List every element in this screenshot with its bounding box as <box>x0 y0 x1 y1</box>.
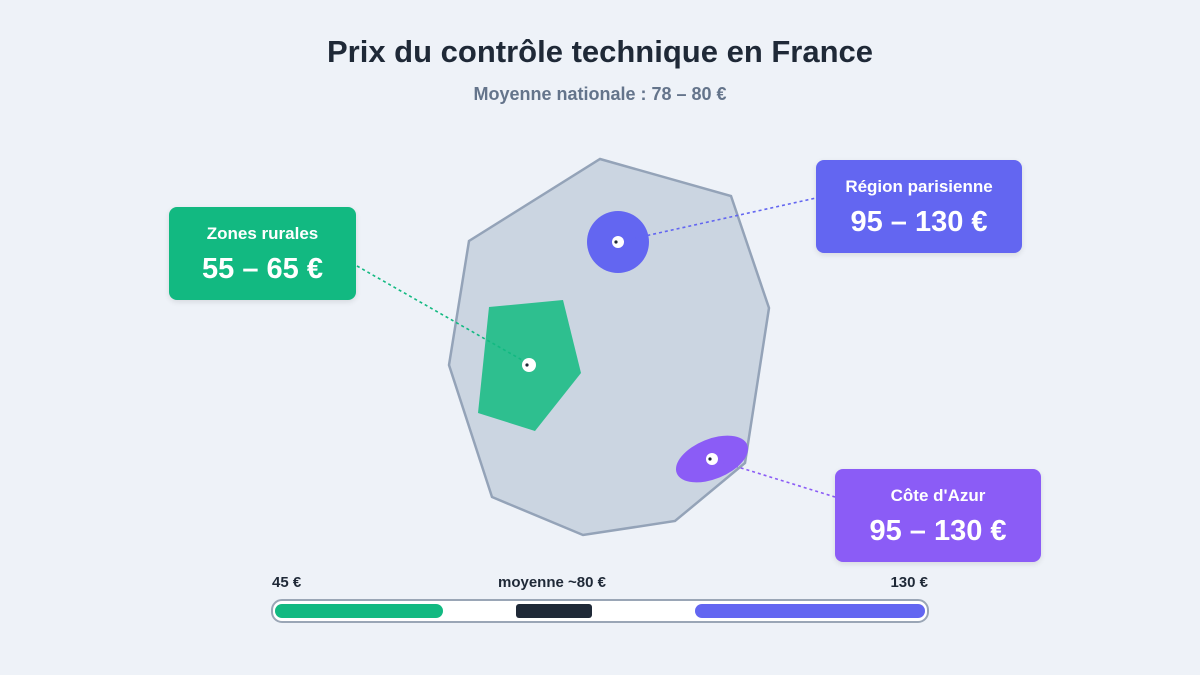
price-scale-bar <box>271 599 929 623</box>
scale-max-label: 130 € <box>890 574 928 591</box>
page-subtitle: Moyenne nationale : 78 – 80 € <box>473 84 727 104</box>
rural-marker <box>522 358 536 372</box>
rural-callout: Zones rurales 55 – 65 € <box>169 207 356 300</box>
page-title: Prix du contrôle technique en France <box>326 34 874 69</box>
scale-average-label: moyenne ~80 € <box>498 574 606 591</box>
azur-label: Côte d'Azur <box>890 486 986 505</box>
scale-low-segment <box>275 604 443 618</box>
paris-price-range: 95 – 130 € <box>850 206 988 238</box>
azur-callout: Côte d'Azur 95 – 130 € <box>835 469 1041 562</box>
rural-price-range: 55 – 65 € <box>202 253 323 285</box>
paris-callout: Région parisienne 95 – 130 € <box>816 160 1022 253</box>
scale-high-segment <box>695 604 925 618</box>
azur-marker <box>706 453 718 465</box>
azur-marker-dot <box>708 457 712 461</box>
azur-price-range: 95 – 130 € <box>869 515 1007 547</box>
azur-connector <box>711 458 836 498</box>
rural-connector <box>356 265 530 365</box>
paris-marker <box>612 236 624 248</box>
scale-average-marker <box>516 604 592 618</box>
paris-marker-dot <box>614 240 618 244</box>
rural-marker-dot <box>525 363 529 367</box>
scale-min-label: 45 € <box>272 574 302 591</box>
france-outline <box>447 157 771 537</box>
paris-connector <box>617 197 817 243</box>
paris-label: Région parisienne <box>845 177 993 196</box>
rural-label: Zones rurales <box>206 224 319 243</box>
